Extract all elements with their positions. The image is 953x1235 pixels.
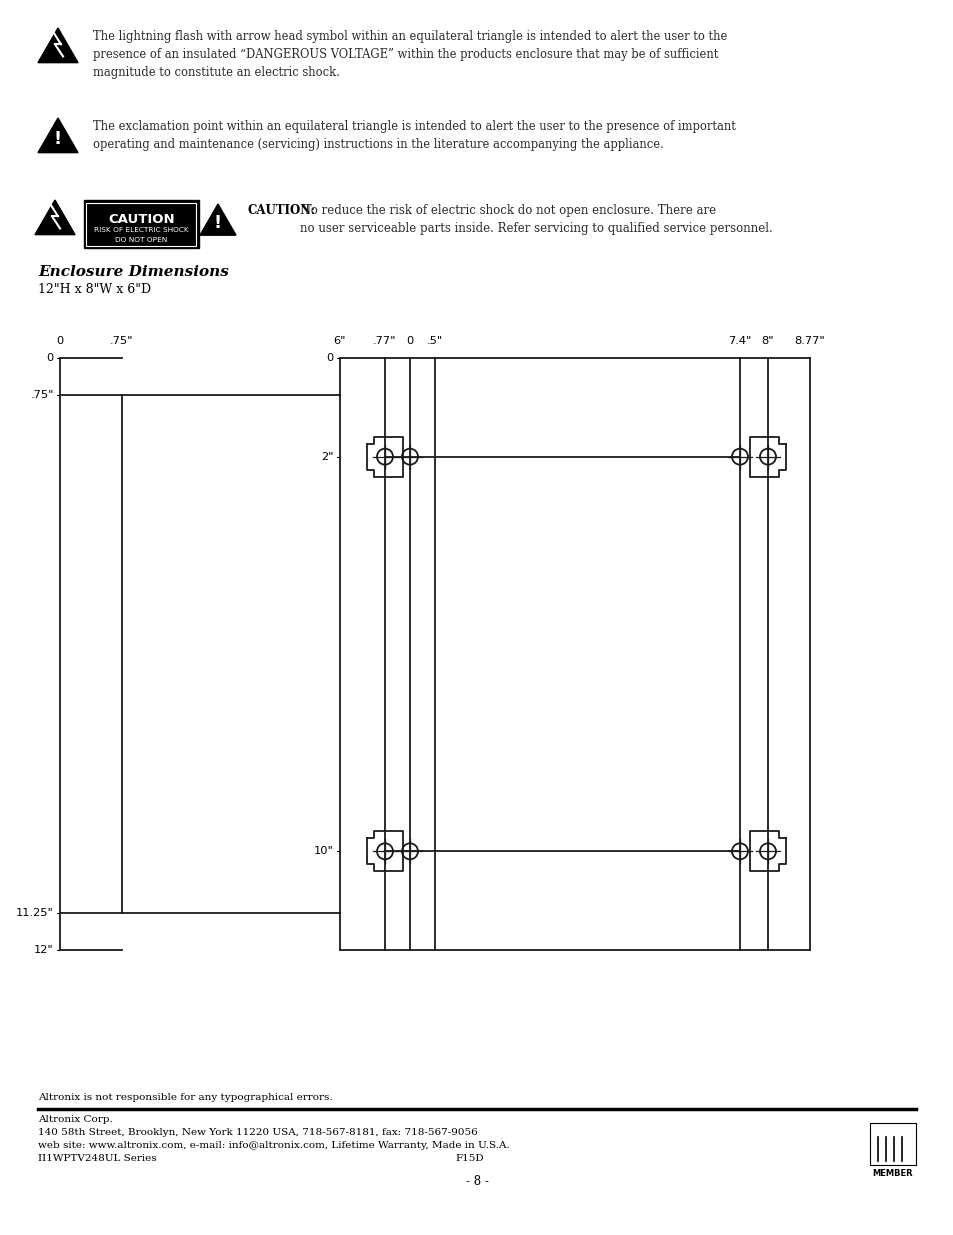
Text: To reduce the risk of electric shock do not open enclosure. There are
no user se: To reduce the risk of electric shock do … <box>299 204 772 235</box>
Text: 0: 0 <box>47 353 54 363</box>
Text: !: ! <box>213 214 222 232</box>
Polygon shape <box>38 28 78 63</box>
Text: 2": 2" <box>321 452 334 462</box>
Text: The lightning flash with arrow head symbol within an equilateral triangle is int: The lightning flash with arrow head symb… <box>92 30 726 79</box>
Text: .75": .75" <box>30 390 54 400</box>
Text: CAUTION: CAUTION <box>108 212 174 226</box>
Text: 12": 12" <box>34 945 54 955</box>
Text: MEMBER: MEMBER <box>872 1170 912 1178</box>
Polygon shape <box>38 119 78 153</box>
Text: .75": .75" <box>111 336 133 346</box>
Text: The exclamation point within an equilateral triangle is intended to alert the us: The exclamation point within an equilate… <box>92 120 735 151</box>
Text: 8": 8" <box>760 336 774 346</box>
Text: - 8 -: - 8 - <box>465 1174 488 1188</box>
Text: 8.77": 8.77" <box>794 336 824 346</box>
Text: CAUTION:: CAUTION: <box>248 204 315 217</box>
Bar <box>869 1123 915 1165</box>
Polygon shape <box>35 200 75 235</box>
Text: F15D: F15D <box>456 1153 484 1163</box>
Text: 7.4": 7.4" <box>727 336 751 346</box>
Text: RISK OF ELECTRIC SHOCK: RISK OF ELECTRIC SHOCK <box>94 227 189 233</box>
Text: .5": .5" <box>426 336 442 346</box>
Text: 11.25": 11.25" <box>16 908 54 918</box>
Text: DO NOT OPEN: DO NOT OPEN <box>115 237 168 243</box>
Text: Altronix is not responsible for any typographical errors.: Altronix is not responsible for any typo… <box>38 1093 333 1102</box>
Text: 10": 10" <box>314 846 334 856</box>
Text: Altronix Corp.: Altronix Corp. <box>38 1115 112 1124</box>
Text: 0: 0 <box>56 336 64 346</box>
Bar <box>87 203 196 246</box>
Polygon shape <box>200 204 235 235</box>
Text: web site: www.altronix.com, e-mail: info@altronix.com, Lifetime Warranty, Made i: web site: www.altronix.com, e-mail: info… <box>38 1141 509 1150</box>
Text: !: ! <box>54 130 62 148</box>
Text: 0: 0 <box>406 336 414 346</box>
Text: 6": 6" <box>334 336 346 346</box>
Text: 12"H x 8"W x 6"D: 12"H x 8"W x 6"D <box>38 283 151 296</box>
Text: .77": .77" <box>373 336 396 346</box>
Text: 140 58th Street, Brooklyn, New York 11220 USA, 718-567-8181, fax: 718-567-9056: 140 58th Street, Brooklyn, New York 1122… <box>38 1128 477 1137</box>
Text: 0: 0 <box>327 353 334 363</box>
Text: Enclosure Dimensions: Enclosure Dimensions <box>38 266 229 279</box>
Text: II1WPTV248UL Series: II1WPTV248UL Series <box>38 1153 156 1163</box>
Bar <box>84 200 199 248</box>
